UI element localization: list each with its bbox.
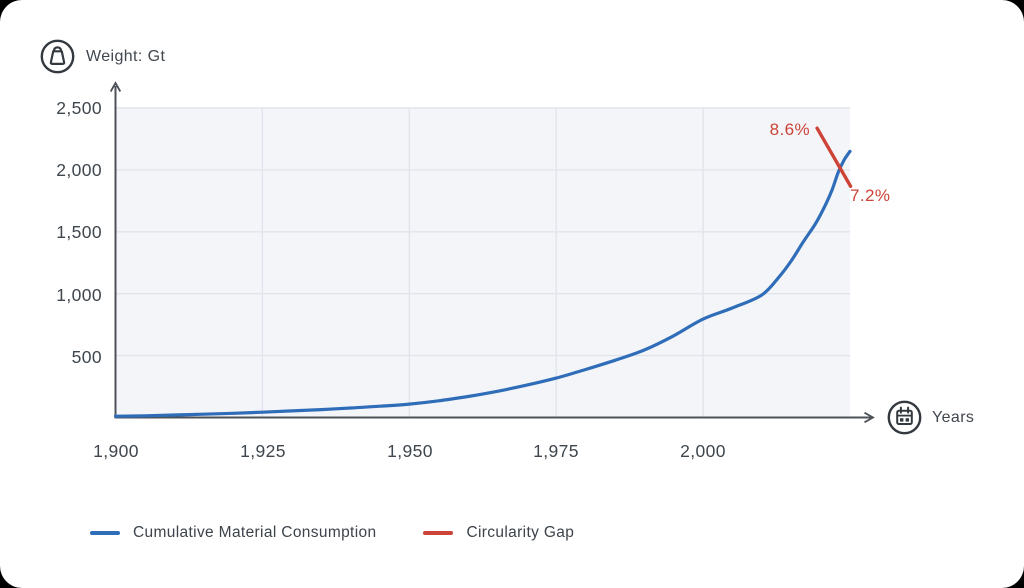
y-tick-2000: 2,000	[56, 160, 102, 180]
x-axis-title: Years	[887, 400, 974, 435]
legend-label: Cumulative Material Consumption	[133, 524, 377, 541]
x-tick-2000: 2,000	[680, 441, 726, 461]
x-tick-1950: 1,950	[387, 441, 433, 461]
x-axis-unit-label: Years	[932, 408, 975, 426]
y-axis-unit-label: Weight: Gt	[86, 47, 166, 65]
blue-line-swatch-icon	[90, 530, 120, 536]
circularity-gap-end-label: 7.2%	[850, 186, 891, 205]
legend-label: Circularity Gap	[466, 524, 575, 541]
legend: Cumulative Material Consumption Circular…	[90, 524, 574, 542]
y-tick-2500: 2,500	[56, 98, 102, 118]
calendar-icon	[887, 400, 922, 435]
legend-item-cumulative-material-consumption: Cumulative Material Consumption	[90, 524, 376, 542]
red-line-swatch-icon	[423, 530, 454, 536]
y-tick-500: 500	[71, 347, 102, 367]
x-tick-1900: 1,900	[93, 441, 139, 461]
y-tick-1000: 1,000	[56, 285, 102, 305]
legend-item-circularity-gap: Circularity Gap	[423, 524, 574, 542]
weight-icon	[40, 39, 75, 74]
circularity-gap-start-label: 8.6%	[769, 120, 810, 139]
y-axis-title: Weight: Gt	[40, 39, 165, 74]
x-tick-1975: 1,975	[533, 441, 579, 461]
y-tick-1500: 1,500	[56, 222, 102, 242]
x-tick-1925: 1,925	[240, 441, 286, 461]
